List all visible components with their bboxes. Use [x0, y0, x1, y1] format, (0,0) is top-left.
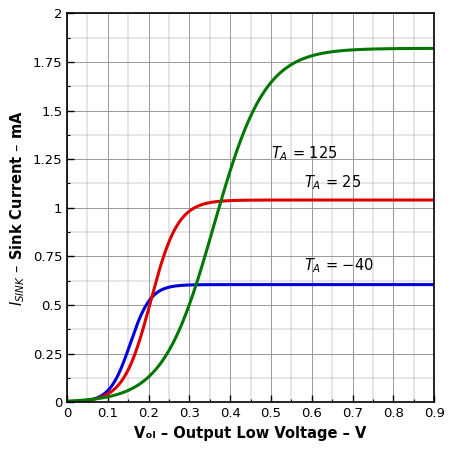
X-axis label: Vₒₗ – Output Low Voltage – V: Vₒₗ – Output Low Voltage – V	[135, 426, 367, 440]
Text: $T_A$ = 125: $T_A$ = 125	[271, 144, 337, 163]
Text: $T_A$ = 25: $T_A$ = 25	[304, 173, 361, 192]
Text: $T_A$ = −40: $T_A$ = −40	[304, 257, 374, 276]
Y-axis label: $I_{SINK}$ – Sink Current – mA: $I_{SINK}$ – Sink Current – mA	[8, 110, 27, 306]
